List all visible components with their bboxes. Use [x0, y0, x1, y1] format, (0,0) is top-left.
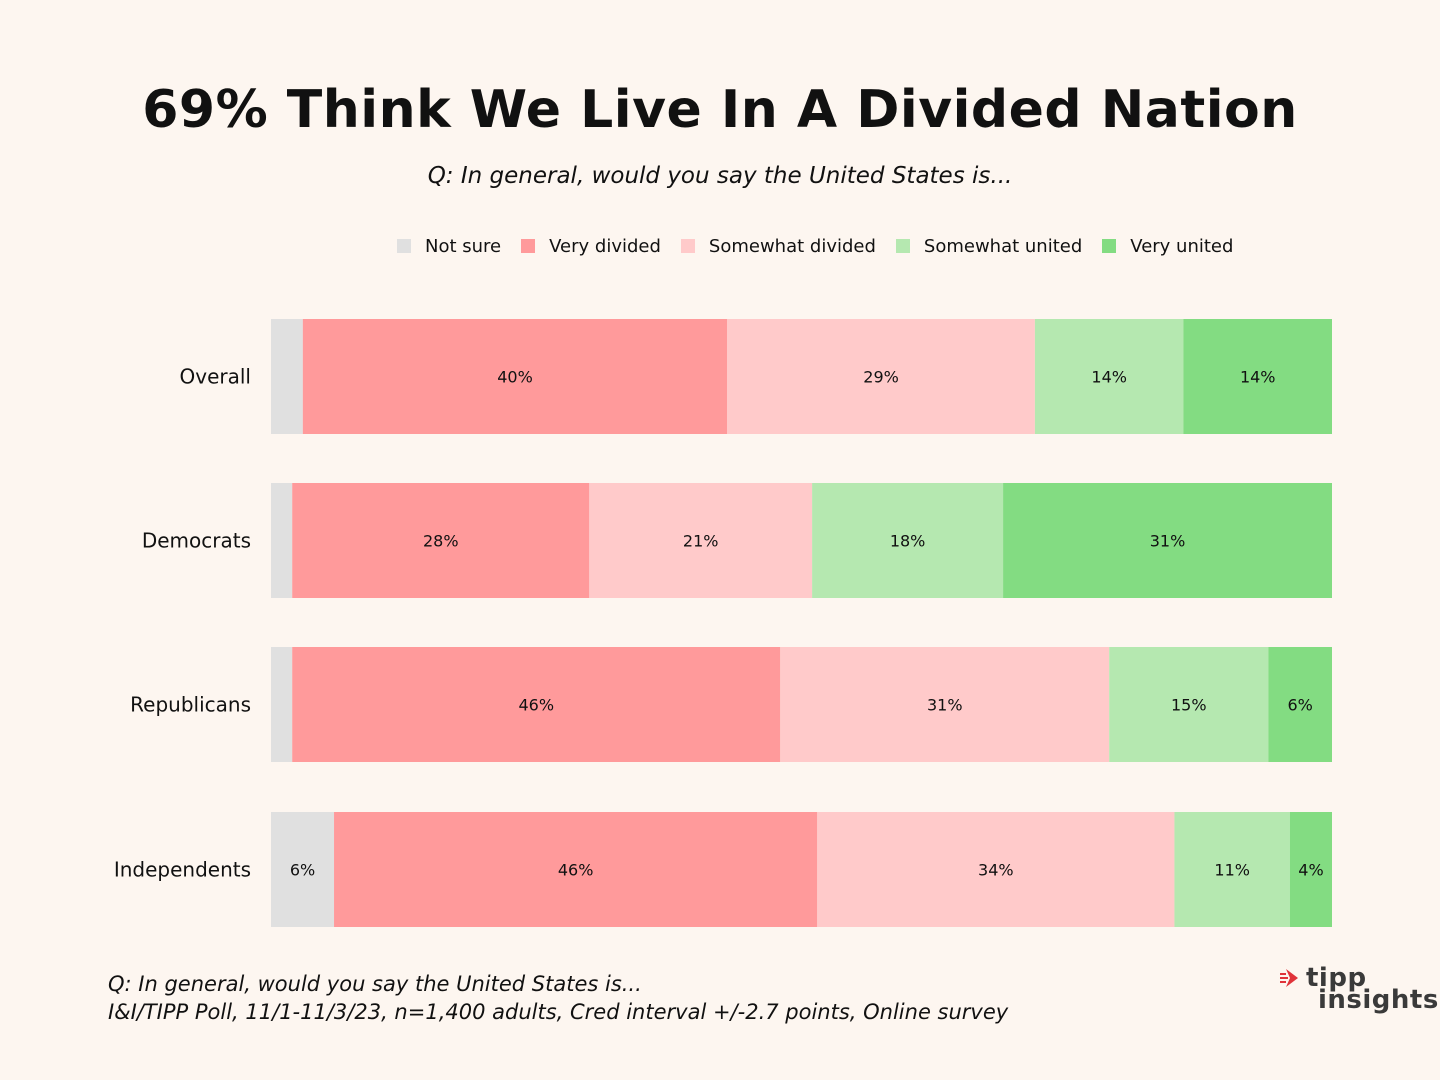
chart-footer: Q: In general, would you say the United … [108, 970, 1008, 1026]
legend-swatch [521, 239, 536, 253]
category-label: Independents [114, 858, 251, 882]
chart-title: 69% Think We Live In A Divided Nation [142, 80, 1298, 140]
legend-item-somewhat-united: Somewhat united [895, 235, 1083, 257]
bar-segment [271, 483, 293, 598]
legend-label: Somewhat united [923, 235, 1083, 257]
legend-label: Somewhat divided [708, 235, 876, 257]
data-label: 29% [863, 368, 899, 387]
category-label: Overall [180, 365, 251, 389]
bar-segment [780, 647, 1110, 762]
bar-segment [1289, 812, 1332, 927]
data-label: 11% [1214, 861, 1250, 880]
data-label: 31% [1150, 532, 1186, 551]
bar-segment [1268, 647, 1332, 762]
data-label: 28% [423, 532, 459, 551]
data-label: 46% [518, 696, 554, 715]
legend-label: Not sure [425, 235, 502, 257]
legend-label: Very divided [549, 235, 661, 257]
data-label: 46% [558, 861, 594, 880]
data-label: 15% [1171, 696, 1207, 715]
bar-segment [271, 647, 293, 762]
logo-text-tipp: tipp [1306, 963, 1367, 993]
data-label: 40% [497, 368, 533, 387]
data-label: 34% [978, 861, 1014, 880]
data-label: 21% [683, 532, 719, 551]
chart-subtitle: Q: In general, would you say the United … [427, 163, 1013, 189]
bar-segment [589, 483, 813, 598]
legend-swatch [895, 239, 910, 253]
tipp-arrow-icon [1280, 969, 1298, 987]
category-label: Democrats [142, 529, 251, 553]
bar-segment [292, 483, 590, 598]
bar-segment [302, 319, 728, 434]
legend-swatch [680, 239, 695, 253]
data-label: 6% [1287, 696, 1312, 715]
chart-legend: Not sure Very divided Somewhat divided S… [397, 234, 1253, 258]
footer-question: Q: In general, would you say the United … [108, 972, 642, 996]
data-label: 31% [927, 696, 963, 715]
data-label: 14% [1091, 368, 1127, 387]
legend-item-very-divided: Very divided [521, 236, 661, 257]
legend-swatch [1102, 239, 1117, 253]
legend-item-not-sure: Not sure [397, 236, 501, 257]
bar-segment [1034, 319, 1184, 434]
bar-segment [1174, 812, 1290, 927]
logo-text-insights: insights [1318, 985, 1439, 1015]
bar-segment [271, 319, 303, 434]
legend-item-very-united: Very united [1102, 236, 1233, 257]
bar-segment [727, 319, 1035, 434]
legend-label: Very united [1130, 235, 1234, 257]
legend-swatch [397, 239, 411, 253]
bar-segment [1183, 319, 1332, 434]
bar-segment [1003, 483, 1332, 598]
data-label: 6% [290, 861, 315, 880]
bar-segment [1109, 647, 1269, 762]
data-label: 18% [890, 532, 926, 551]
bar-segment [292, 647, 781, 762]
tipp-insights-logo: tipp insights [1280, 963, 1438, 1019]
bar-segment [334, 812, 818, 927]
data-label: 4% [1298, 861, 1323, 880]
category-label: Republicans [130, 693, 251, 717]
bar-segment [817, 812, 1175, 927]
legend-item-somewhat-divided: Somewhat divided [680, 235, 876, 257]
bar-segment [812, 483, 1004, 598]
footer-source: I&I/TIPP Poll, 11/1-11/3/23, n=1,400 adu… [108, 1000, 1009, 1024]
bar-segment [271, 812, 335, 927]
data-label: 14% [1240, 368, 1276, 387]
